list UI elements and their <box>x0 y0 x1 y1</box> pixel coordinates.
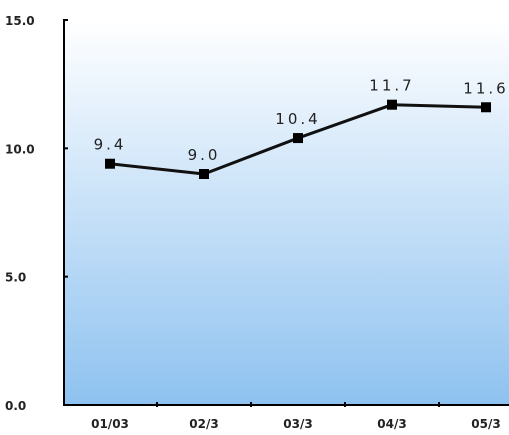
y-tick-label: 10.0 <box>5 142 35 156</box>
x-tick-label: 04/3 <box>377 417 406 431</box>
y-axis: 0.0 5.0 10.0 15.0 <box>5 14 68 413</box>
data-labels-group: 9.4 9.0 10.4 11.7 11.6 <box>94 77 508 164</box>
x-axis: 01/03 02/3 03/3 04/3 05/3 <box>64 402 509 431</box>
data-point-marker <box>387 99 397 110</box>
x-tick-label: 03/3 <box>283 417 312 431</box>
data-point-marker <box>105 158 115 169</box>
plot-area-background <box>64 20 509 405</box>
data-label: 11.7 <box>369 77 414 95</box>
data-point-marker <box>481 102 491 113</box>
x-tick-label: 05/3 <box>471 417 500 431</box>
data-label: 9.0 <box>188 146 221 164</box>
series-group <box>105 99 491 179</box>
data-point-marker <box>199 169 209 179</box>
x-tick-label: 02/3 <box>189 417 218 431</box>
data-label: 11.6 <box>463 79 508 97</box>
data-label: 10.4 <box>275 110 320 128</box>
y-tick-label: 15.0 <box>5 14 35 28</box>
y-tick-label: 5.0 <box>5 271 26 285</box>
y-tick-label: 0.0 <box>5 399 26 413</box>
data-label: 9.4 <box>94 136 127 154</box>
data-point-marker <box>293 133 303 144</box>
x-tick-label: 01/03 <box>91 417 129 431</box>
